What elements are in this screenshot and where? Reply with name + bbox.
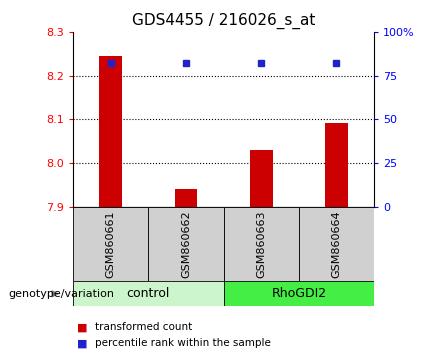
Text: GSM860664: GSM860664 [332, 210, 341, 278]
Bar [175, 189, 197, 207]
Text: GSM860661: GSM860661 [106, 211, 116, 278]
Bar [148, 207, 224, 281]
Bar [73, 281, 224, 306]
Text: transformed count: transformed count [95, 322, 192, 332]
Text: control: control [127, 287, 170, 300]
Bar [224, 207, 299, 281]
Bar [99, 56, 122, 207]
Bar [224, 281, 374, 306]
Bar [250, 150, 273, 207]
Bar [73, 207, 148, 281]
Text: percentile rank within the sample: percentile rank within the sample [95, 338, 270, 348]
Title: GDS4455 / 216026_s_at: GDS4455 / 216026_s_at [132, 13, 315, 29]
Text: ■: ■ [77, 338, 88, 348]
Text: ■: ■ [77, 322, 88, 332]
Text: RhoGDI2: RhoGDI2 [271, 287, 326, 300]
Bar [299, 207, 374, 281]
Text: GSM860662: GSM860662 [181, 210, 191, 278]
Text: genotype/variation: genotype/variation [9, 289, 115, 299]
Text: GSM860663: GSM860663 [256, 211, 266, 278]
Bar [325, 123, 348, 207]
